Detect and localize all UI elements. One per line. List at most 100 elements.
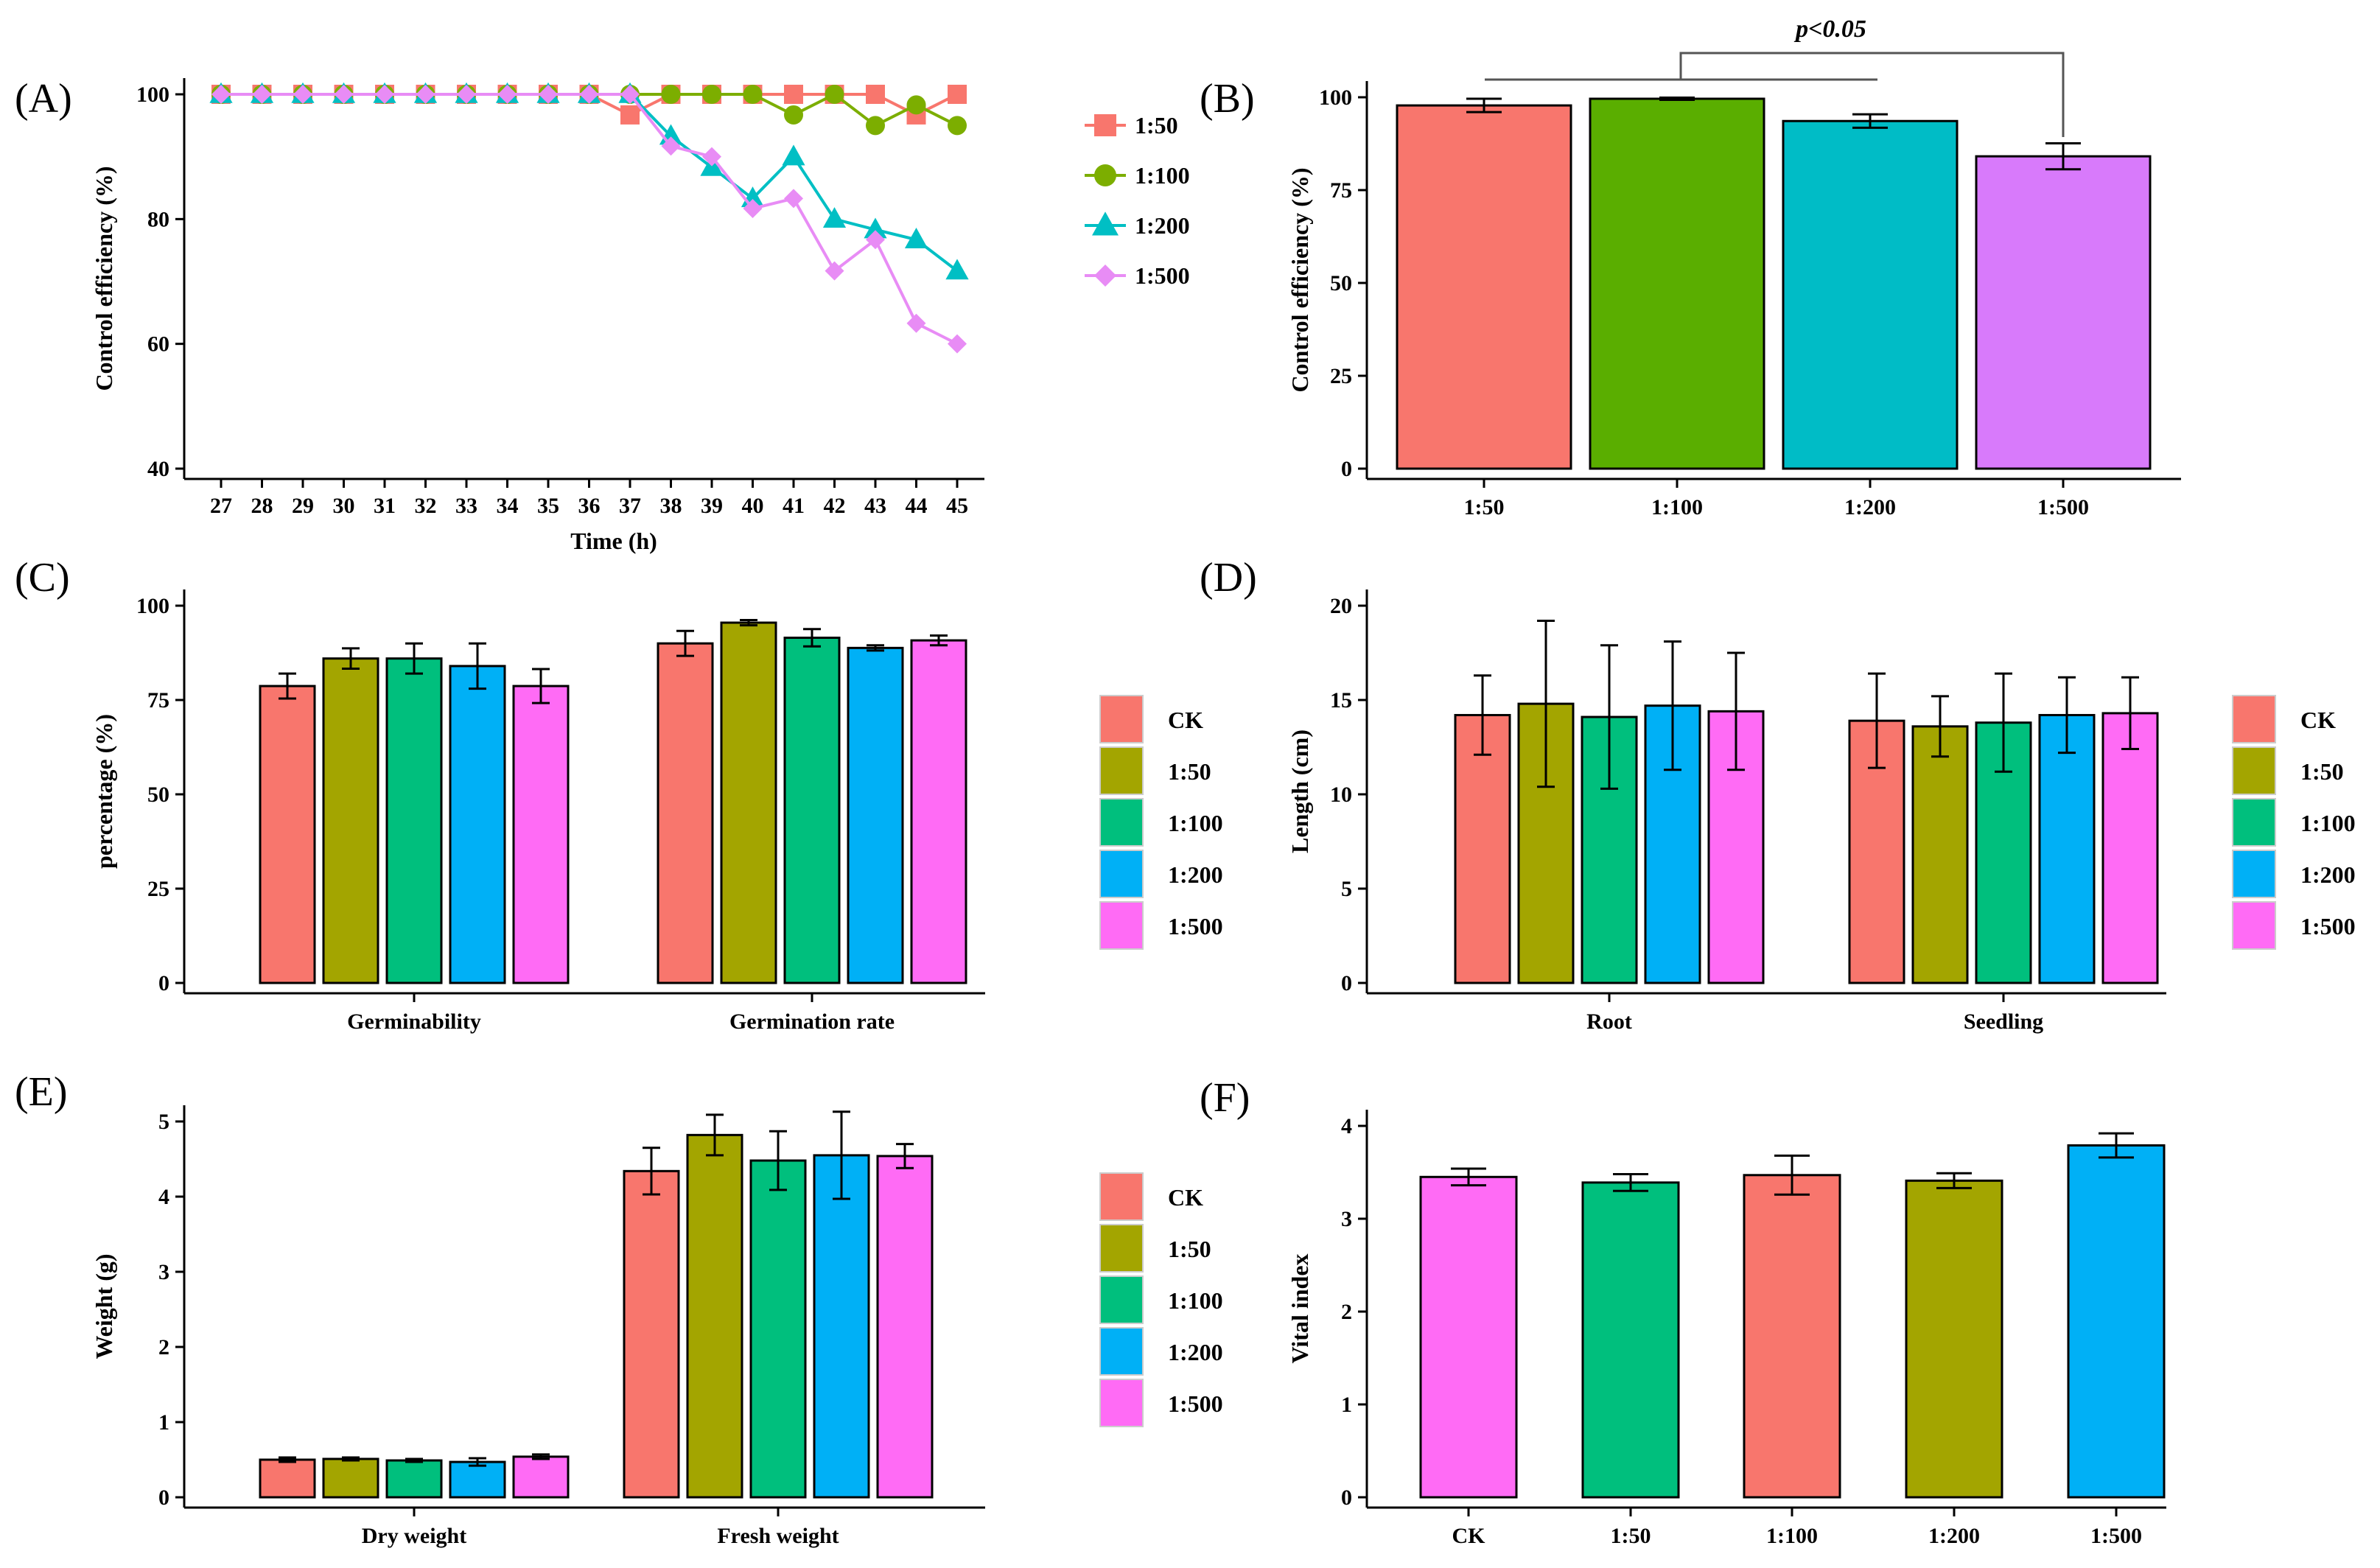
x-tick-label: Seedling <box>1964 1009 2043 1034</box>
data-point <box>948 334 967 354</box>
legend-swatch <box>1099 695 1144 743</box>
bar <box>910 639 967 984</box>
y-tick-label: 5 <box>1341 877 1352 901</box>
y-tick-label: 2 <box>1341 1300 1352 1324</box>
y-tick-label: 100 <box>136 83 169 107</box>
bar <box>1589 97 1765 470</box>
y-tick-label: 15 <box>1330 688 1352 713</box>
x-tick-label: 44 <box>906 494 928 518</box>
x-tick-label: CK <box>1452 1524 1486 1548</box>
legend-label: 1:200 <box>1168 861 1223 888</box>
y-tick-label: 0 <box>1341 1485 1352 1510</box>
y-tick-label: 5 <box>158 1110 169 1134</box>
data-point <box>782 144 805 166</box>
x-tick-label: 36 <box>578 494 601 518</box>
bar <box>385 657 443 984</box>
legend-swatch <box>1099 1224 1144 1273</box>
data-point <box>906 95 926 115</box>
y-tick-label: 75 <box>147 688 169 713</box>
y-tick-label: 100 <box>136 594 169 618</box>
bar <box>259 685 316 984</box>
y-tick-label: 1 <box>158 1410 169 1435</box>
y-tick-label: 40 <box>147 457 169 481</box>
x-tick-label: 41 <box>783 494 805 518</box>
panel-label: (A) <box>15 76 72 122</box>
data-point <box>822 207 847 228</box>
data-point <box>948 116 967 136</box>
x-axis-label: Time (h) <box>570 528 657 554</box>
legend-label: CK <box>1168 707 1203 733</box>
data-point <box>620 85 640 104</box>
data-point <box>825 261 844 281</box>
legend-label: 1:100 <box>1168 1287 1223 1314</box>
legend-label: 1:50 <box>1135 112 1178 139</box>
bar <box>1454 713 1511 984</box>
x-tick-label: 40 <box>742 494 764 518</box>
y-axis-label: percentage (%) <box>91 714 117 869</box>
panel-label: (E) <box>15 1069 68 1115</box>
bar <box>847 646 904 984</box>
bar <box>1419 1175 1518 1499</box>
x-tick-label: 45 <box>946 494 968 518</box>
y-tick-label: 20 <box>1330 594 1352 618</box>
x-tick-label: 28 <box>251 494 273 518</box>
x-tick-label: 1:500 <box>2090 1524 2142 1548</box>
x-tick-label: Germination rate <box>729 1009 895 1034</box>
bar <box>512 685 570 984</box>
bar <box>720 621 777 984</box>
bar <box>512 1455 570 1499</box>
legend-label: 1:200 <box>2300 861 2356 888</box>
bar <box>1581 1181 1680 1499</box>
x-tick-label: 34 <box>497 494 519 518</box>
data-point <box>743 85 763 104</box>
data-point <box>211 85 231 104</box>
legend-label: CK <box>1168 1184 1203 1211</box>
panel-label: (D) <box>1200 555 1257 601</box>
y-tick-label: 0 <box>158 971 169 995</box>
panel-label: (C) <box>15 555 70 601</box>
data-point <box>497 85 517 104</box>
data-point <box>702 85 721 104</box>
y-tick-label: 25 <box>147 877 169 901</box>
data-point <box>784 85 803 104</box>
bar <box>1396 104 1572 470</box>
y-tick-label: 0 <box>1341 971 1352 995</box>
bar <box>1911 725 1969 984</box>
bar <box>385 1459 443 1499</box>
x-tick-label: 1:200 <box>1928 1524 1980 1548</box>
x-tick-label: 38 <box>660 494 682 518</box>
data-point <box>334 85 354 104</box>
data-point <box>539 85 558 104</box>
legend-label: 1:200 <box>1135 212 1190 239</box>
series-1-200 <box>209 82 969 280</box>
bar <box>1975 155 2152 470</box>
series-line <box>221 93 959 273</box>
data-point <box>866 85 885 104</box>
x-tick-label: 43 <box>864 494 886 518</box>
y-tick-label: 50 <box>147 783 169 807</box>
panel-a-line-chart: 40 60 80 100 Control efficiency (%) (A) 27 28 29… <box>15 76 1190 554</box>
y-tick-label: 80 <box>147 207 169 231</box>
data-point <box>579 85 599 104</box>
y-tick-label: 25 <box>1330 364 1352 388</box>
legend-marker <box>1092 211 1119 236</box>
x-tick-label: 1:50 <box>1464 495 1505 519</box>
data-point <box>743 198 763 218</box>
y-axis-label: Weight (g) <box>91 1253 117 1359</box>
data-point <box>945 259 969 280</box>
data-point <box>661 85 681 104</box>
data-point <box>416 85 435 104</box>
legend-label: 1:500 <box>2300 913 2356 939</box>
bar <box>449 665 506 984</box>
legend-label: 1:500 <box>1135 262 1190 289</box>
data-point <box>904 228 928 248</box>
y-tick-label: 100 <box>1319 85 1352 110</box>
y-tick-label: 4 <box>158 1185 169 1209</box>
legend-swatch <box>1099 746 1144 795</box>
bar <box>322 1457 379 1499</box>
legend-swatch <box>1099 1379 1144 1427</box>
bar <box>749 1159 807 1499</box>
y-tick-label: 3 <box>1341 1207 1352 1231</box>
legend-label: CK <box>2300 707 2336 733</box>
